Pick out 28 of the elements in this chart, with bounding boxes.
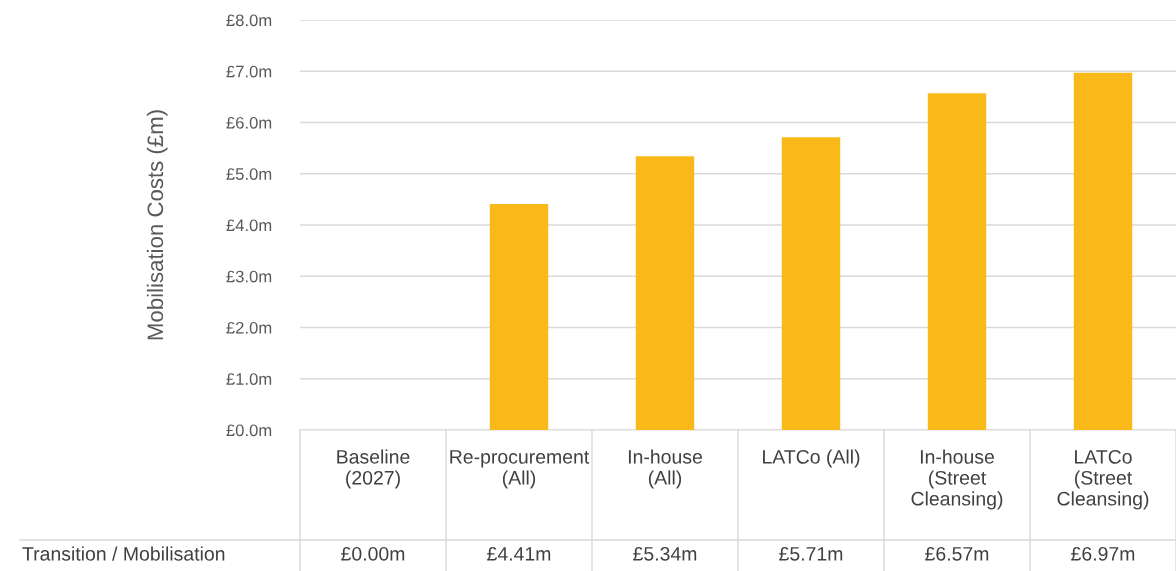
bar — [781, 137, 841, 430]
data-label: £6.57m — [925, 546, 989, 561]
y-axis-title: Mobilisation Costs (£m) — [146, 110, 168, 340]
y-tick-label: £8.0m — [226, 14, 272, 27]
data-label: £6.97m — [1071, 546, 1135, 561]
data-label: £0.00m — [341, 546, 405, 561]
x-tick-label: In-house (Street Cleansing) — [911, 449, 1003, 510]
bar — [1073, 72, 1133, 430]
y-tick-label: £1.0m — [226, 373, 272, 385]
y-tick-label: £4.0m — [226, 219, 272, 232]
y-tick-label: £7.0m — [226, 65, 272, 78]
y-tick-label: £6.0m — [226, 116, 272, 129]
x-tick-label: In-house (All) — [628, 449, 702, 489]
bar — [927, 93, 987, 430]
x-tick-label: LATCo (All) — [763, 449, 860, 468]
y-tick-label: £2.0m — [226, 321, 272, 334]
y-tick-label: £0.0m — [226, 424, 272, 437]
data-label: £5.34m — [633, 546, 697, 561]
data-label: £4.41m — [487, 546, 551, 561]
text: Transition / Mobilisation — [22, 546, 225, 561]
bar — [489, 203, 549, 430]
data-label: £5.71m — [779, 546, 843, 561]
y-tick-label: £3.0m — [226, 270, 272, 283]
y-tick-label: £5.0m — [226, 168, 272, 180]
x-tick-label: Re-procurement (All) — [450, 450, 590, 489]
x-tick-label: Baseline (2027) — [337, 449, 410, 489]
x-tick-label: LATCo (Street Cleansing) — [1057, 449, 1149, 510]
bar — [635, 156, 695, 430]
